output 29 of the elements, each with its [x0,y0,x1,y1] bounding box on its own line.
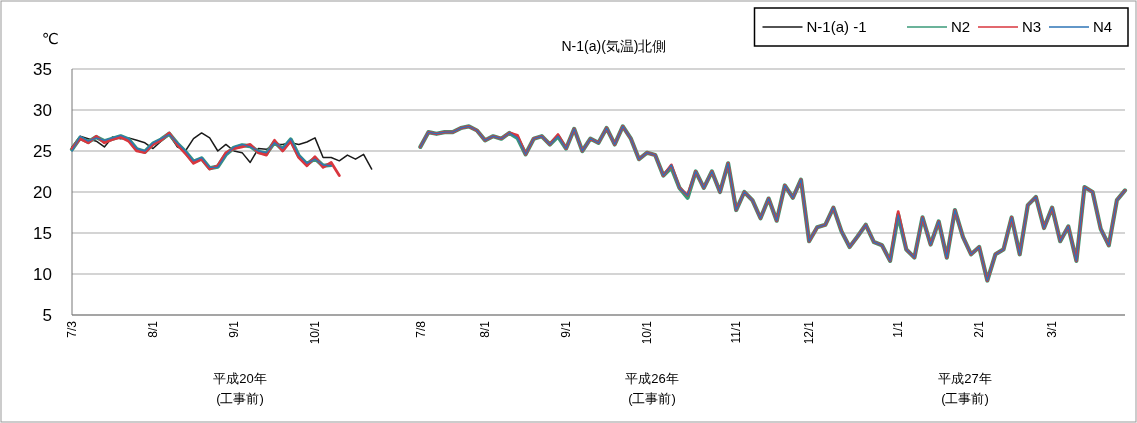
y-tick-label: 5 [42,305,52,325]
x-tick-label: 3/1 [1045,320,1060,338]
x-tick-label: 10/1 [308,320,323,345]
x-tick-label: 8/1 [146,320,161,338]
y-tick-label: 20 [33,182,52,202]
x-tick-label: 9/1 [559,320,574,338]
x-tick-label: 12/1 [802,320,817,345]
x-tick-label: 7/8 [413,320,428,338]
y-tick-label: 10 [33,264,52,284]
x-tick-label: 10/1 [640,320,655,345]
x-tick-label: 8/1 [478,320,493,338]
text: 平成26年 (工事前) [625,371,679,406]
text: 平成20年 (工事前) [213,371,267,406]
y-tick-label: 30 [33,100,52,120]
y-axis-title: ℃ [42,30,59,47]
legend-label: N3 [1022,18,1042,36]
x-tick-label: 9/1 [227,320,242,338]
legend-label: N4 [1093,18,1113,36]
x-tick-label: 2/1 [972,320,987,338]
y-tick-label: 25 [33,141,52,161]
legend-label: N-1(a) -1 [806,18,867,36]
y-tick-label: 35 [33,59,52,79]
y-tick-label: 15 [33,223,52,243]
chart-title: N-1(a)(気温)北側 [561,38,667,54]
x-tick-label: 7/3 [65,320,80,338]
x-tick-label: 1/1 [891,320,906,338]
legend-label: N2 [951,18,971,36]
text: 平成27年 (工事前) [938,371,992,406]
x-tick-label: 11/1 [729,320,744,344]
